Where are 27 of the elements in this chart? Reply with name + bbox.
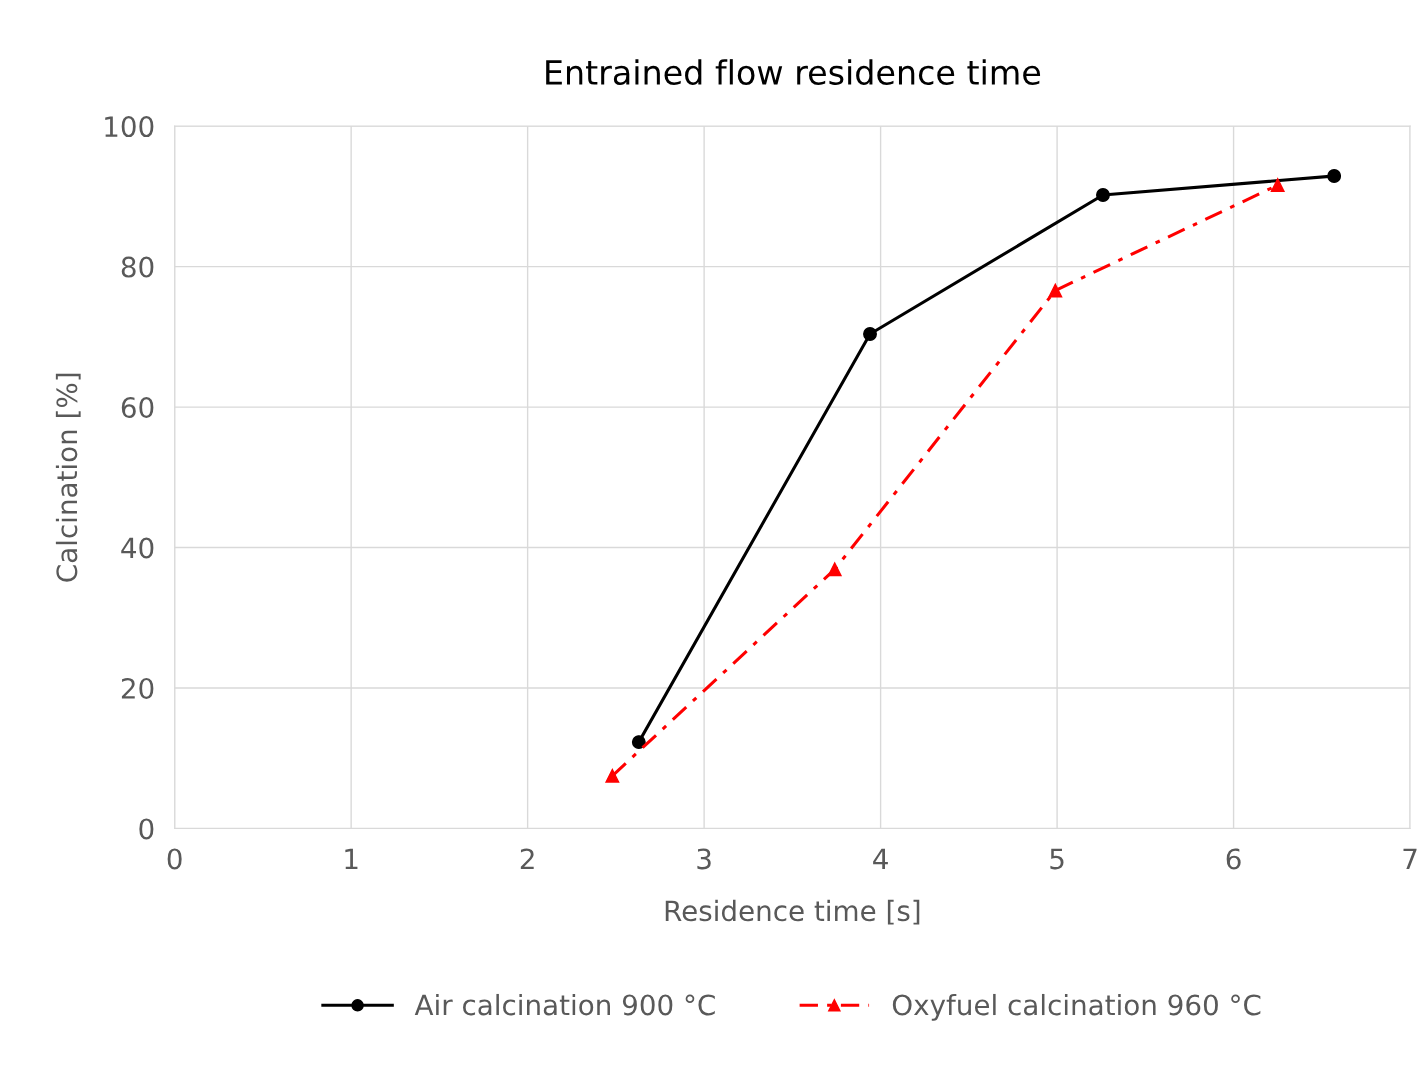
point: [863, 327, 877, 341]
point: [605, 768, 620, 783]
point: [1048, 283, 1063, 298]
y-tick-label: 60: [121, 397, 154, 419]
y-axis-title: Calcination [%]: [55, 373, 81, 582]
x-tick-label: 4: [873, 848, 888, 870]
point: [827, 562, 842, 577]
chart-title: Entrained flow residence time: [546, 59, 1041, 85]
x-tick-label: 6: [1226, 848, 1241, 870]
x-tick-label: 0: [167, 848, 182, 870]
point: [1270, 178, 1285, 193]
x-tick-label: 3: [697, 848, 711, 870]
x-tick-label: 2: [520, 848, 534, 870]
point: [1096, 188, 1110, 202]
y-tick-label: 100: [105, 116, 154, 138]
x-axis-title: Residence time [s]: [665, 899, 920, 925]
point: [1327, 169, 1342, 183]
legend-label: Air calcination 900 °C: [414, 993, 715, 1016]
y-tick-label: 40: [121, 537, 154, 559]
legend-label: Oxyfuel calcination 960 °C: [892, 993, 1261, 1021]
y-tick-label: 80: [121, 256, 154, 278]
x-tick-label: 7: [1403, 848, 1417, 870]
y-tick-label: 0: [139, 818, 154, 840]
x-tick-label: 1: [345, 848, 358, 870]
x-tick-label: 5: [1050, 848, 1064, 870]
y-tick-label: 20: [121, 677, 154, 699]
point: [631, 735, 646, 750]
